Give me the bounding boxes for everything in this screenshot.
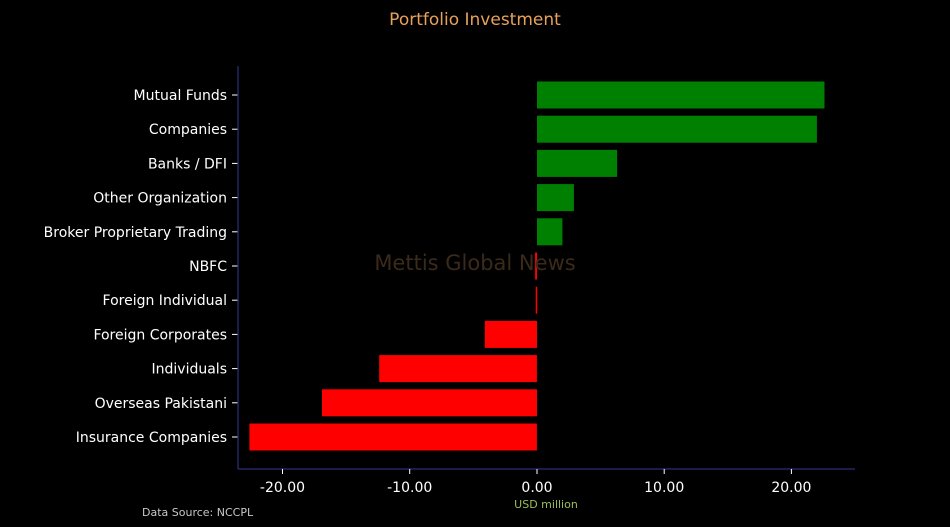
bar-other-organization — [537, 184, 574, 212]
category-label: NBFC — [189, 259, 227, 275]
chart-title: Portfolio Investment — [389, 10, 561, 30]
x-tick-label: 0.00 — [521, 480, 552, 496]
x-axis-label: USD million — [514, 498, 578, 511]
watermark: Mettis Global News — [374, 251, 575, 275]
x-tick-label: 20.00 — [771, 480, 811, 496]
category-label: Insurance Companies — [76, 430, 227, 446]
category-label: Foreign Corporates — [93, 327, 227, 343]
bar-banks-dfi — [537, 149, 618, 177]
bar-companies — [537, 115, 817, 143]
category-label: Other Organization — [93, 191, 227, 207]
category-label: Mutual Funds — [134, 88, 227, 104]
bars-layer — [249, 81, 825, 451]
bar-nbfc — [535, 252, 537, 280]
bar-individuals — [379, 355, 537, 383]
bar-foreign-individual — [535, 286, 538, 314]
x-tick-label: 10.00 — [644, 480, 684, 496]
bar-overseas-pakistani — [322, 389, 537, 417]
x-tick-label: -20.00 — [260, 480, 305, 496]
category-label: Overseas Pakistani — [95, 396, 227, 412]
category-label: Companies — [149, 122, 227, 138]
category-label: Banks / DFI — [148, 156, 227, 172]
bar-foreign-corporates — [484, 320, 537, 348]
bar-insurance-companies — [249, 423, 537, 451]
bar-mutual-funds — [537, 81, 825, 109]
bar-broker-proprietary-trading — [537, 218, 563, 246]
category-labels: Mutual Funds Companies Banks / DFI Other Or… — [44, 88, 228, 446]
x-tick-label: -10.00 — [387, 480, 432, 496]
category-label: Foreign Individual — [103, 293, 227, 309]
data-source-note: Data Source: NCCPL — [142, 506, 254, 519]
category-label: Broker Proprietary Trading — [44, 225, 227, 241]
category-label: Individuals — [152, 362, 227, 378]
axes: -20.00 -10.00 0.00 10.00 20.00 — [232, 66, 855, 496]
